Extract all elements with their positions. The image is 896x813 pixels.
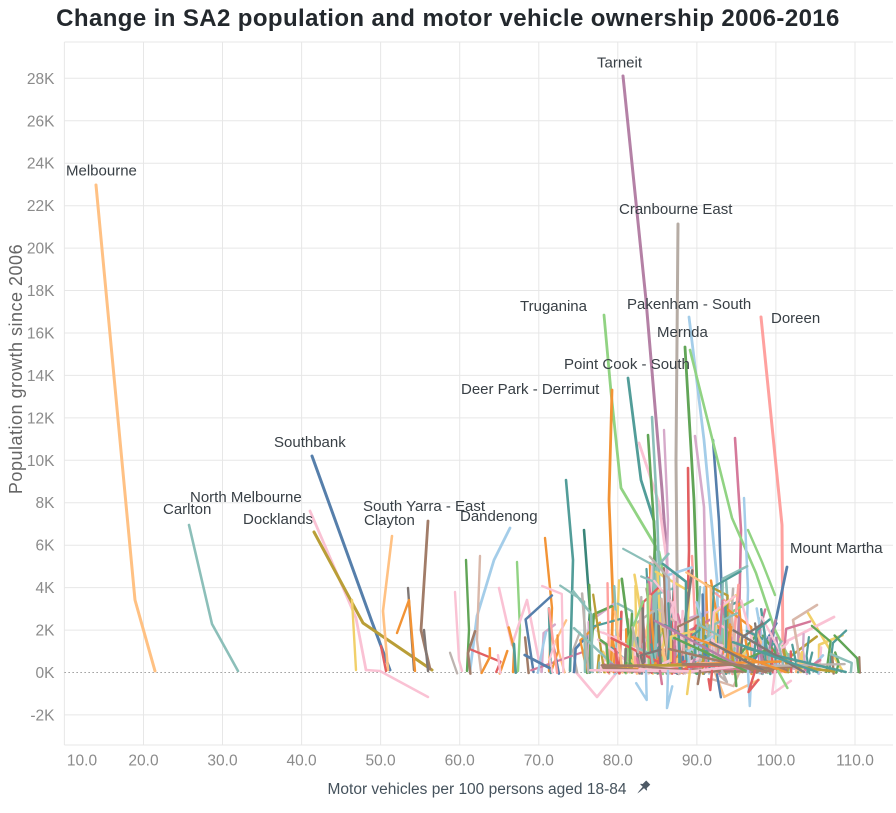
svg-text:10.0: 10.0	[67, 753, 98, 770]
svg-text:0K: 0K	[36, 665, 56, 682]
svg-text:24K: 24K	[27, 156, 55, 173]
svg-text:80.0: 80.0	[603, 753, 634, 770]
svg-text:16K: 16K	[27, 326, 55, 343]
svg-text:Motor vehicles per 100 persons: Motor vehicles per 100 persons aged 18-8…	[328, 781, 627, 798]
svg-text:Southbank: Southbank	[274, 434, 346, 451]
svg-text:Dandenong: Dandenong	[460, 508, 538, 525]
svg-text:Clayton: Clayton	[364, 512, 415, 529]
svg-text:12K: 12K	[27, 410, 55, 427]
svg-text:90.0: 90.0	[682, 753, 713, 770]
svg-text:2K: 2K	[36, 623, 56, 640]
svg-text:-2K: -2K	[30, 707, 55, 724]
svg-text:North Melbourne: North Melbourne	[190, 489, 302, 506]
svg-text:70.0: 70.0	[524, 753, 555, 770]
svg-text:Deer Park - Derrimut: Deer Park - Derrimut	[461, 381, 600, 398]
svg-text:10K: 10K	[27, 453, 55, 470]
svg-text:30.0: 30.0	[207, 753, 238, 770]
svg-text:Cranbourne East: Cranbourne East	[619, 201, 733, 218]
svg-text:6K: 6K	[36, 538, 56, 555]
svg-text:South Yarra - East: South Yarra - East	[363, 498, 486, 515]
svg-text:60.0: 60.0	[445, 753, 476, 770]
svg-text:40.0: 40.0	[287, 753, 318, 770]
svg-text:100.0: 100.0	[757, 753, 796, 770]
svg-text:110.0: 110.0	[836, 753, 874, 770]
svg-text:Melbourne: Melbourne	[66, 163, 137, 180]
svg-text:20.0: 20.0	[128, 753, 159, 770]
svg-text:Carlton: Carlton	[163, 501, 211, 518]
svg-text:26K: 26K	[27, 113, 55, 130]
svg-text:Population growth since 2006: Population growth since 2006	[6, 244, 26, 494]
svg-text:Doreen: Doreen	[771, 310, 820, 327]
svg-text:Pakenham - South: Pakenham - South	[627, 296, 751, 313]
svg-text:Point Cook - South: Point Cook - South	[564, 356, 690, 373]
svg-text:4K: 4K	[36, 580, 56, 597]
svg-text:8K: 8K	[36, 495, 56, 512]
svg-text:Truganina: Truganina	[520, 298, 588, 315]
svg-text:Mount Martha: Mount Martha	[790, 540, 883, 557]
svg-text:Tarneit: Tarneit	[597, 55, 643, 72]
svg-text:Docklands: Docklands	[243, 511, 313, 528]
svg-text:20K: 20K	[27, 241, 55, 258]
svg-text:18K: 18K	[27, 283, 55, 300]
svg-text:50.0: 50.0	[366, 753, 397, 770]
svg-text:28K: 28K	[27, 71, 55, 88]
svg-text:Mernda: Mernda	[657, 324, 709, 341]
svg-text:Change in SA2 population and m: Change in SA2 population and motor vehic…	[56, 5, 840, 32]
svg-text:14K: 14K	[27, 368, 55, 385]
svg-text:22K: 22K	[27, 198, 55, 215]
